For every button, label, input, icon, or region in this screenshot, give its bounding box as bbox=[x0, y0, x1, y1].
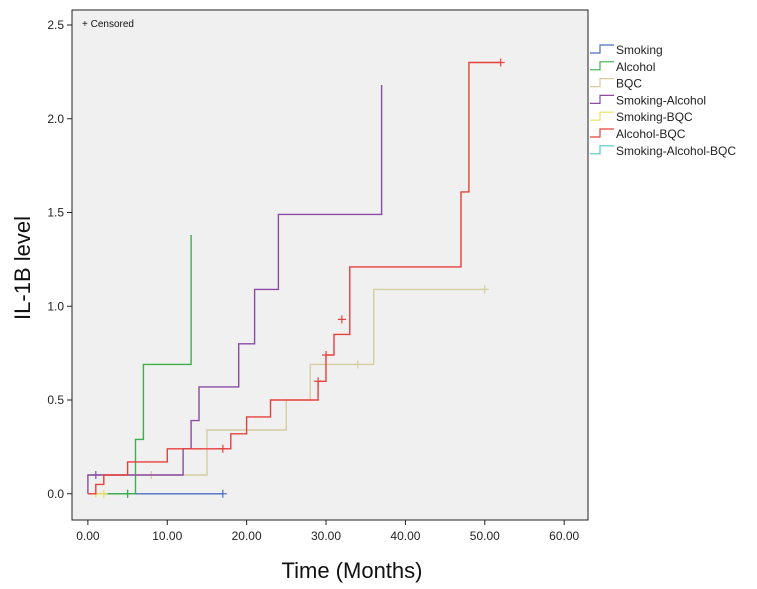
censor-mark-alcohol-bqc bbox=[337, 315, 346, 324]
y-axis: 0.0 0.5 1.0 1.5 2.0 2.5 bbox=[47, 18, 72, 501]
censor-mark-alcohol-bqc bbox=[314, 377, 323, 386]
series-line-smoking-alcohol bbox=[87, 85, 383, 494]
y-tick-label: 0.5 bbox=[47, 393, 64, 407]
y-tick-label: 0.0 bbox=[47, 487, 64, 501]
censor-mark-alcohol bbox=[123, 489, 132, 498]
legend-swatch-alcohol bbox=[590, 61, 614, 71]
series-line-alcohol-bqc bbox=[87, 61, 501, 495]
y-tick-label: 2.0 bbox=[47, 112, 64, 126]
censor-mark-smoking-alcohol bbox=[91, 471, 100, 479]
legend-label-smoking-alcohol: Smoking-Alcohol bbox=[616, 93, 706, 107]
censor-mark-alcohol-bqc bbox=[218, 444, 227, 453]
legend-label-smoking-bqc: Smoking-BQC bbox=[616, 110, 693, 124]
series-line-alcohol bbox=[87, 235, 192, 495]
legend-swatch-bqc bbox=[590, 77, 614, 88]
legend-label-smoking: Smoking bbox=[616, 43, 663, 57]
x-tick-label: 60.00 bbox=[549, 529, 579, 543]
x-tick-label: 30.00 bbox=[311, 529, 341, 543]
legend-swatch-smoking-alcohol-bqc bbox=[590, 145, 614, 155]
censored-note: + Censored bbox=[82, 19, 134, 30]
legend-label-bqc: BQC bbox=[616, 77, 642, 91]
legend-label-alcohol-bqc: Alcohol-BQC bbox=[616, 127, 686, 141]
censor-mark-smoking bbox=[218, 489, 227, 498]
censor-mark-bqc bbox=[353, 360, 362, 369]
censor-mark-alcohol-bqc bbox=[322, 351, 331, 359]
x-tick-label: 40.00 bbox=[390, 529, 420, 543]
censor-mark-alcohol-bqc bbox=[496, 58, 505, 67]
plot-background bbox=[71, 9, 589, 521]
y-tick-label: 1.5 bbox=[47, 206, 64, 220]
y-tick-label: 2.5 bbox=[47, 18, 64, 32]
y-axis-title: IL-1B level bbox=[10, 216, 35, 320]
x-axis: 0.00 10.00 20.00 30.00 40.00 50.00 60.00 bbox=[76, 520, 580, 543]
x-tick-label: 10.00 bbox=[152, 529, 182, 543]
legend-swatch-smoking-alcohol bbox=[590, 94, 614, 105]
x-axis-title: Time (Months) bbox=[282, 558, 423, 583]
censor-mark-smoking-bqc bbox=[99, 489, 108, 498]
censor-mark-bqc bbox=[480, 285, 489, 294]
legend-swatch-alcohol-bqc bbox=[590, 128, 614, 138]
x-tick-label: 0.00 bbox=[76, 529, 100, 543]
legend-swatch-smoking-bqc bbox=[590, 111, 614, 121]
x-tick-label: 20.00 bbox=[232, 529, 262, 543]
legend-label-smoking-alcohol-bqc: Smoking-Alcohol-BQC bbox=[616, 144, 736, 158]
x-tick-label: 50.00 bbox=[470, 529, 500, 543]
legend-label-alcohol: Alcohol bbox=[616, 60, 655, 74]
legend: Smoking Alcohol BQC Smoking-Alcohol Smoking-… bbox=[590, 43, 736, 158]
series-layer bbox=[87, 58, 505, 498]
legend-swatch-smoking bbox=[590, 44, 614, 54]
y-tick-label: 1.0 bbox=[47, 299, 64, 313]
